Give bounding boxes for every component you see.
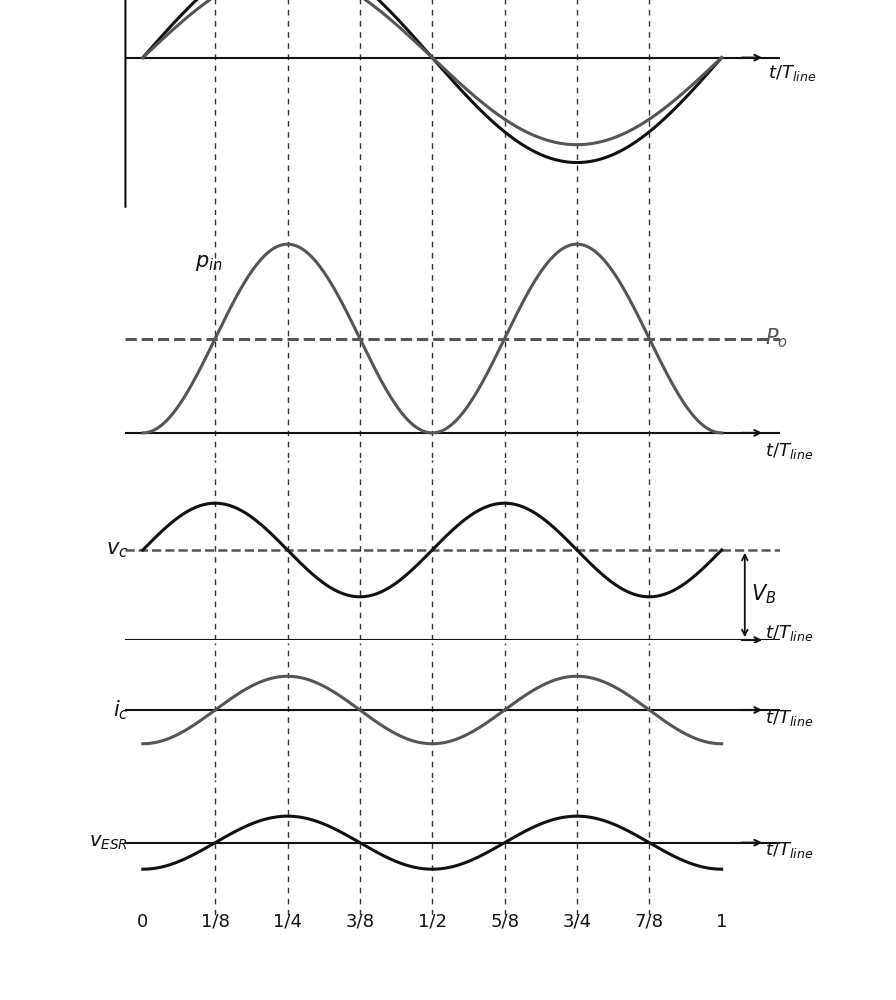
Text: $t/T_{line}$: $t/T_{line}$	[765, 623, 814, 643]
Text: 3/8: 3/8	[345, 913, 375, 931]
Text: $i_c$: $i_c$	[113, 698, 128, 722]
Text: $P_o$: $P_o$	[765, 327, 788, 350]
Text: 3/4: 3/4	[563, 913, 591, 931]
Text: $V_B$: $V_B$	[751, 583, 776, 606]
Text: $p_{in}$: $p_{in}$	[195, 253, 222, 273]
Text: $t/T_{line}$: $t/T_{line}$	[765, 441, 814, 461]
Text: $t/T_{line}$: $t/T_{line}$	[765, 708, 814, 728]
Text: 1/2: 1/2	[418, 913, 447, 931]
Text: 1/8: 1/8	[201, 913, 229, 931]
Text: $t/T_{line}$: $t/T_{line}$	[768, 63, 816, 83]
Text: 5/8: 5/8	[490, 913, 519, 931]
Text: 1/4: 1/4	[273, 913, 302, 931]
Text: 0: 0	[137, 913, 149, 931]
Text: $v_{ESR}$: $v_{ESR}$	[90, 833, 128, 852]
Text: 7/8: 7/8	[634, 913, 664, 931]
Text: 1: 1	[716, 913, 728, 931]
Text: $v_c$: $v_c$	[106, 540, 128, 560]
Text: $t/T_{line}$: $t/T_{line}$	[765, 840, 814, 860]
